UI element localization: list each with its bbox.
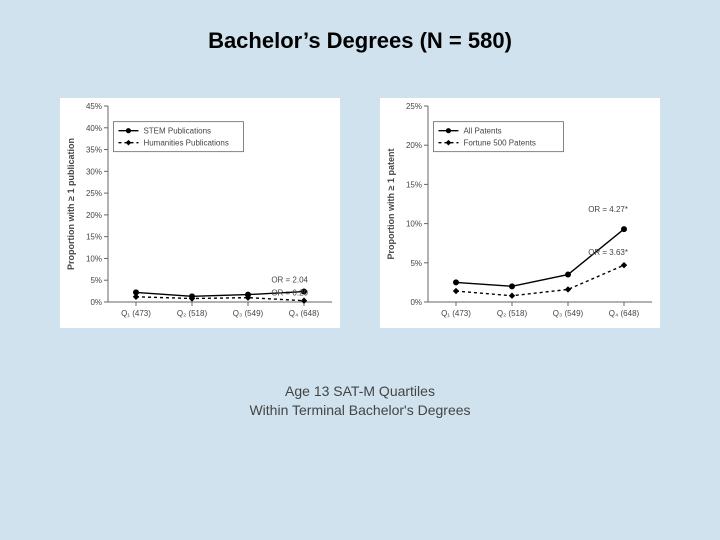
- svg-text:30%: 30%: [86, 167, 102, 176]
- svg-text:5%: 5%: [90, 276, 102, 285]
- svg-text:Q₄ (648): Q₄ (648): [289, 309, 320, 318]
- svg-text:45%: 45%: [86, 102, 102, 111]
- svg-text:Proportion with ≥ 1 publicatio: Proportion with ≥ 1 publication: [66, 138, 76, 270]
- svg-text:OR = 3.63*: OR = 3.63*: [588, 248, 628, 257]
- svg-text:Q₃ (549): Q₃ (549): [553, 309, 584, 318]
- svg-text:OR = 2.04: OR = 2.04: [271, 275, 308, 284]
- left-chart: 0% 5% 10% 15% 20% 25% 30% 35% 40% 45% Q₁ (473) Q₂ (…: [60, 98, 340, 328]
- slide-root: Bachelor’s Degrees (N = 580) 0% 5% 10% 15% 2…: [0, 0, 720, 540]
- svg-text:Q₂ (518): Q₂ (518): [177, 309, 208, 318]
- svg-text:Q₂ (518): Q₂ (518): [497, 309, 528, 318]
- svg-text:20%: 20%: [86, 211, 102, 220]
- svg-text:0%: 0%: [410, 298, 422, 307]
- svg-text:0%: 0%: [90, 298, 102, 307]
- svg-text:Fortune 500 Patents: Fortune 500 Patents: [463, 139, 536, 148]
- svg-text:40%: 40%: [86, 124, 102, 133]
- svg-text:10%: 10%: [86, 254, 102, 263]
- page-title: Bachelor’s Degrees (N = 580): [0, 28, 720, 54]
- svg-text:35%: 35%: [86, 146, 102, 155]
- bottom-caption: Age 13 SAT-M Quartiles Within Terminal B…: [0, 382, 720, 420]
- svg-text:OR = 4.27*: OR = 4.27*: [588, 205, 628, 214]
- svg-text:Proportion with ≥ 1 patent: Proportion with ≥ 1 patent: [386, 149, 396, 260]
- svg-text:STEM Publications: STEM Publications: [143, 127, 211, 136]
- svg-text:Q₃ (549): Q₃ (549): [233, 309, 264, 318]
- svg-text:25%: 25%: [406, 102, 422, 111]
- svg-text:20%: 20%: [406, 141, 422, 150]
- svg-text:Q₁ (473): Q₁ (473): [441, 309, 471, 318]
- svg-text:OR = 0.20: OR = 0.20: [271, 288, 308, 297]
- svg-text:15%: 15%: [406, 180, 422, 189]
- svg-text:10%: 10%: [406, 220, 422, 229]
- caption-line-2: Within Terminal Bachelor's Degrees: [249, 402, 470, 418]
- svg-text:Q₁ (473): Q₁ (473): [121, 309, 151, 318]
- svg-text:15%: 15%: [86, 233, 102, 242]
- svg-text:Q₄ (648): Q₄ (648): [609, 309, 640, 318]
- svg-text:Humanities Publications: Humanities Publications: [143, 139, 228, 148]
- svg-text:All Patents: All Patents: [463, 127, 501, 136]
- svg-text:5%: 5%: [410, 259, 422, 268]
- charts-area: 0% 5% 10% 15% 20% 25% 30% 35% 40% 45% Q₁ (473) Q₂ (…: [60, 98, 660, 348]
- caption-line-1: Age 13 SAT-M Quartiles: [285, 383, 435, 399]
- right-chart: 0% 5% 10% 15% 20% 25% Q₁ (473) Q₂ (518) Q₃ (549)…: [380, 98, 660, 328]
- svg-text:25%: 25%: [86, 189, 102, 198]
